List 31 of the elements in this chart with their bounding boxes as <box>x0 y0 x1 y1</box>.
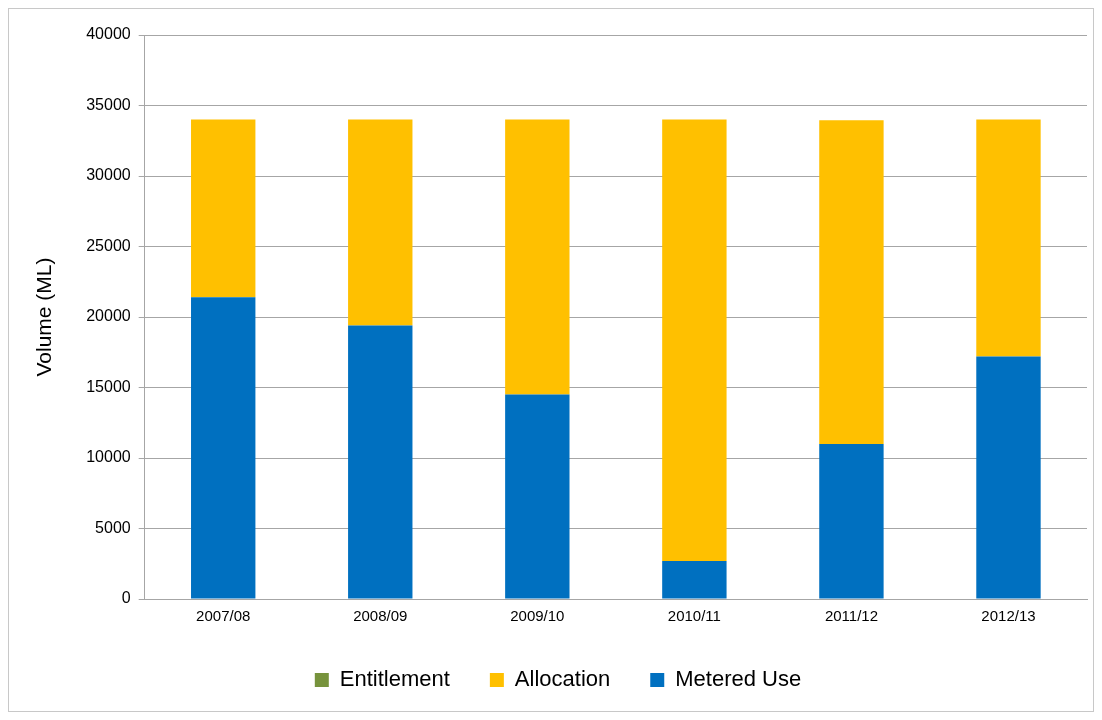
y-tick-label: 25000 <box>86 236 131 254</box>
y-tick-label: 35000 <box>86 95 131 113</box>
bar <box>191 119 256 298</box>
x-tick-label: 2012/13 <box>981 607 1036 625</box>
bar <box>505 394 570 599</box>
y-tick-label: 5000 <box>95 518 131 536</box>
x-tick-label: 2010/11 <box>667 607 721 625</box>
y-tick-label: 15000 <box>86 377 131 395</box>
bar <box>976 356 1041 599</box>
bar <box>662 560 727 599</box>
y-tick-label: 30000 <box>86 166 131 184</box>
y-axis-title: Volume (ML) <box>32 257 56 377</box>
x-tick-label: 2009/10 <box>510 607 565 625</box>
bar <box>976 119 1041 357</box>
bar <box>819 120 884 444</box>
bar <box>819 443 884 599</box>
legend-label: Metered Use <box>675 666 802 692</box>
y-tick-label: 40000 <box>86 25 131 43</box>
y-tick-label: 0 <box>121 589 131 607</box>
bar <box>348 325 413 599</box>
legend-label: Allocation <box>514 666 611 692</box>
legend-label: Entitlement <box>339 666 450 692</box>
x-tick-label: 2008/09 <box>353 607 408 625</box>
y-tick-label: 20000 <box>86 307 131 325</box>
bar <box>505 119 570 395</box>
x-tick-label: 2011/12 <box>824 607 878 625</box>
bar <box>348 119 413 326</box>
y-tick-label: 10000 <box>86 448 131 466</box>
x-tick-label: 2007/08 <box>196 607 251 625</box>
bar <box>662 119 727 561</box>
bar <box>191 297 256 599</box>
